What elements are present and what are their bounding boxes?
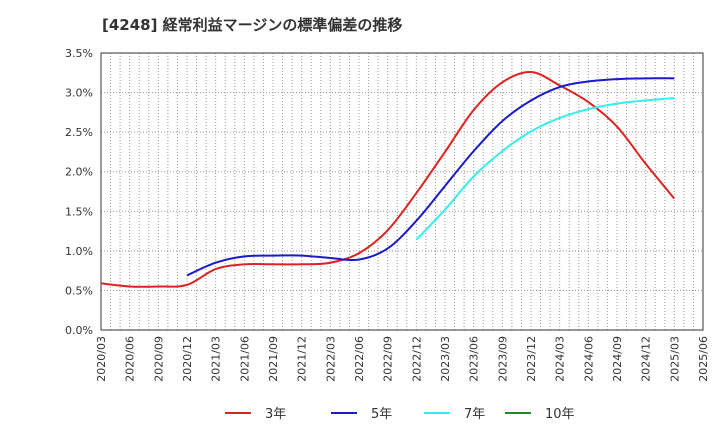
x-tick-label: 2021/09 [267, 336, 280, 382]
plot-area [100, 52, 704, 331]
x-tick-label: 2024/03 [554, 336, 567, 382]
series-line-3年 [100, 70, 676, 288]
x-tick-label: 2023/03 [439, 336, 452, 382]
x-tick-label: 2021/12 [296, 336, 309, 382]
x-tick-label: 2025/06 [697, 336, 710, 382]
grid-lines [100, 53, 703, 330]
x-tick-label: 2023/09 [496, 336, 509, 382]
x-tick-label: 2023/06 [468, 336, 481, 382]
legend-label: 10年 [545, 407, 575, 422]
x-tick-label: 2022/09 [382, 336, 395, 382]
x-tick-label: 2021/06 [238, 336, 251, 382]
y-axis-ticks: 0.0% 0.5% 1.0% 1.5% 2.0% 2.5% 3.0% 3.5% [65, 47, 93, 337]
x-tick-label: 2023/12 [525, 336, 538, 382]
x-tick-label: 2020/03 [95, 336, 108, 382]
x-tick-label: 2020/09 [152, 336, 165, 382]
chart-title: [4248] 経常利益マージンの標準偏差の推移 [102, 16, 403, 34]
x-tick-label: 2021/03 [210, 336, 223, 382]
y-tick-label: 2.5% [65, 126, 93, 139]
x-tick-label: 2024/06 [582, 336, 595, 382]
y-tick-label: 3.5% [65, 47, 93, 60]
x-tick-label: 2022/06 [353, 336, 366, 382]
x-tick-label: 2020/12 [181, 336, 194, 382]
y-tick-label: 1.0% [65, 245, 93, 258]
legend-label: 3年 [265, 407, 286, 422]
series-line-5年 [186, 77, 675, 277]
y-tick-label: 0.0% [65, 324, 93, 337]
x-tick-label: 2025/03 [668, 336, 681, 382]
x-tick-label: 2024/12 [640, 336, 653, 382]
x-tick-label: 2022/12 [410, 336, 423, 382]
y-tick-label: 0.5% [65, 284, 93, 297]
x-axis-ticks: 2020/03 2020/06 2020/09 2020/12 2021/03 2021/… [95, 336, 710, 382]
legend: 3年 5年 7年 10年 [225, 407, 575, 422]
y-tick-label: 2.0% [65, 166, 93, 179]
x-tick-label: 2024/09 [611, 336, 624, 382]
series-line-7年 [415, 97, 675, 241]
legend-label: 7年 [464, 407, 485, 422]
series-lines [100, 70, 676, 288]
x-tick-label: 2020/06 [124, 336, 137, 382]
legend-label: 5年 [371, 407, 392, 422]
y-tick-label: 3.0% [65, 87, 93, 100]
x-tick-label: 2022/03 [324, 336, 337, 382]
y-tick-label: 1.5% [65, 205, 93, 218]
